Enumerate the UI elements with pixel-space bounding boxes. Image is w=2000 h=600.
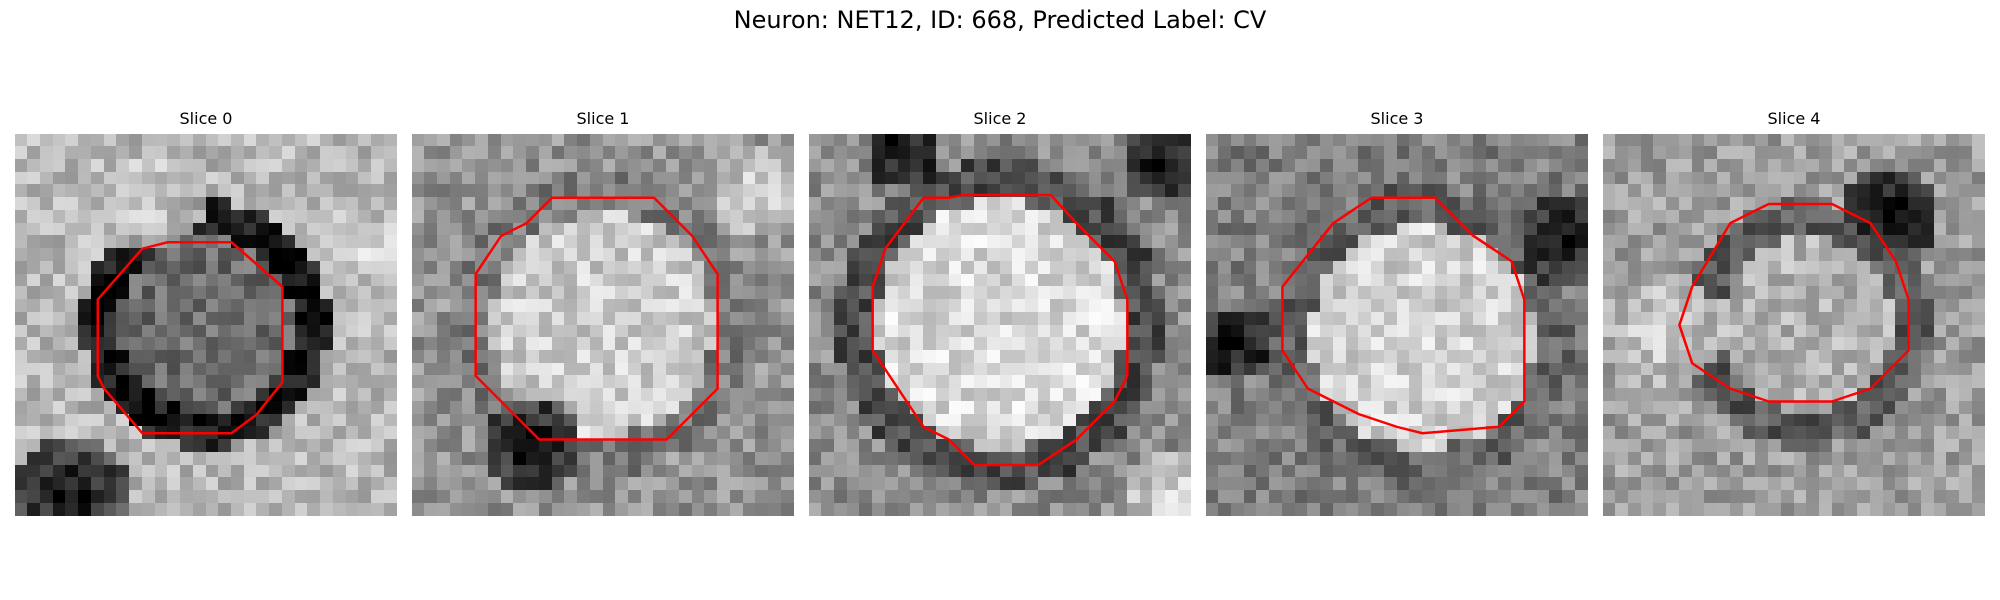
slice-panel-0: Slice 0 xyxy=(15,108,397,516)
slice-title-2: Slice 2 xyxy=(973,109,1027,128)
slice-image-2 xyxy=(809,134,1191,516)
slice-panel-4: Slice 4 xyxy=(1603,108,1985,516)
slice-image-0 xyxy=(15,134,397,516)
figure-title: Neuron: NET12, ID: 668, Predicted Label:… xyxy=(733,6,1267,34)
slice-title-1: Slice 1 xyxy=(576,109,630,128)
slice-image-4 xyxy=(1603,134,1985,516)
slice-title-3: Slice 3 xyxy=(1370,109,1424,128)
slice-title-0: Slice 0 xyxy=(179,109,233,128)
slice-panel-3: Slice 3 xyxy=(1206,108,1588,516)
slice-panel-1: Slice 1 xyxy=(412,108,794,516)
slice-image-3 xyxy=(1206,134,1588,516)
slice-image-1 xyxy=(412,134,794,516)
slice-panel-2: Slice 2 xyxy=(809,108,1191,516)
slice-title-4: Slice 4 xyxy=(1767,109,1821,128)
